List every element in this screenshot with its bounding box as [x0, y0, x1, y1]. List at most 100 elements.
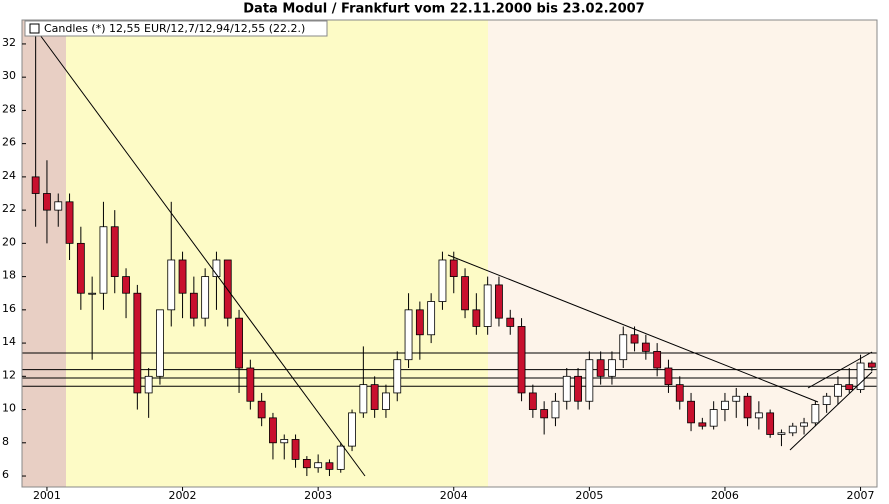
y-tick-label: 6 [2, 468, 9, 481]
candle-body [359, 384, 368, 414]
candle-body [291, 439, 300, 460]
candle-body [156, 309, 164, 377]
y-tick-label: 10 [2, 402, 16, 415]
candle-body [88, 292, 97, 295]
y-tick-label: 24 [2, 169, 16, 182]
candle-body [122, 276, 130, 294]
candle-body [732, 395, 741, 402]
plot [22, 27, 877, 477]
candle-body [54, 201, 63, 211]
candle-body [585, 359, 594, 402]
x-tick-label: 2004 [440, 489, 468, 502]
candle-body [777, 432, 786, 435]
y-tick-label: 32 [2, 36, 16, 49]
candle-body [370, 384, 379, 410]
y-tick-label: 20 [2, 235, 16, 248]
y-tick-label: 16 [2, 302, 16, 315]
candle-body [540, 409, 549, 419]
y-tick-label: 22 [2, 202, 16, 215]
candle-body [517, 326, 526, 394]
y-tick-label: 18 [2, 269, 16, 282]
candle-body [596, 359, 605, 377]
candle-body [709, 409, 718, 427]
candle-body [495, 284, 503, 319]
trendline [789, 371, 873, 451]
candle-body [110, 226, 119, 278]
candle-body [528, 392, 537, 410]
candle-body [664, 367, 673, 386]
y-tick-label: 28 [2, 102, 16, 115]
candle-body [619, 334, 628, 361]
candle-body [867, 362, 876, 368]
candle-body [687, 400, 695, 424]
candle-body [43, 193, 51, 211]
candle-body [506, 317, 515, 327]
candle-body [608, 359, 616, 377]
candle-body [800, 422, 808, 427]
candle-body [31, 176, 40, 194]
candle-body [754, 412, 763, 419]
candle-body [246, 367, 255, 402]
candle-body [178, 259, 187, 294]
candle-body [325, 462, 334, 470]
candle-body [189, 292, 198, 319]
x-tick-label: 2003 [304, 489, 332, 502]
candle-body [144, 375, 153, 394]
legend [24, 20, 328, 37]
x-tick-label: 2002 [169, 489, 197, 502]
candle-body [766, 412, 775, 435]
candle-body [427, 301, 436, 336]
plot-frame [21, 19, 878, 488]
candle-body [562, 375, 571, 402]
x-tick-label: 2006 [711, 489, 739, 502]
candle-body [302, 459, 311, 469]
candle-body [472, 309, 481, 327]
trendline [807, 351, 873, 389]
candle-body [630, 334, 639, 344]
candle-body [99, 226, 108, 294]
candle-body [845, 384, 854, 391]
candle-body [404, 309, 413, 361]
candle-body [675, 384, 684, 402]
legend-label: Candles (*) 12,55 EUR/12,7/12,94/12,55 (… [44, 22, 305, 35]
candle-body [856, 362, 865, 391]
candle-body [461, 276, 469, 311]
candle-body [449, 259, 458, 278]
candle-body [653, 350, 662, 369]
candle-body [743, 395, 752, 419]
candle-body [788, 425, 797, 434]
candle-body [811, 404, 820, 424]
x-tick-label: 2001 [33, 489, 61, 502]
trendline [39, 34, 366, 477]
candle-body [314, 462, 323, 469]
candle-body [641, 342, 650, 352]
x-tick-label: 2005 [575, 489, 603, 502]
candle-body [65, 201, 74, 244]
candle-body [721, 400, 729, 410]
y-tick-label: 14 [2, 335, 16, 348]
candle-body [76, 242, 85, 294]
candle-body [822, 395, 831, 405]
y-tick-label: 26 [2, 136, 16, 149]
candle-body [415, 309, 424, 336]
candle-body [280, 439, 289, 444]
trendline [447, 254, 819, 403]
candle-body [483, 284, 492, 327]
candle-body [269, 417, 277, 444]
candle-body [382, 392, 390, 410]
candle-body [438, 259, 447, 302]
candle-body [698, 422, 707, 427]
zone [22, 20, 66, 487]
candle-body [167, 259, 176, 311]
y-tick-label: 8 [2, 435, 9, 448]
candle-body [235, 317, 243, 369]
candle-body [212, 259, 221, 278]
zone [66, 20, 488, 487]
candle-body [393, 359, 402, 394]
candle-body [348, 412, 356, 447]
candle-body [834, 384, 842, 397]
y-tick-label: 30 [2, 69, 16, 82]
candle-body [574, 375, 582, 402]
